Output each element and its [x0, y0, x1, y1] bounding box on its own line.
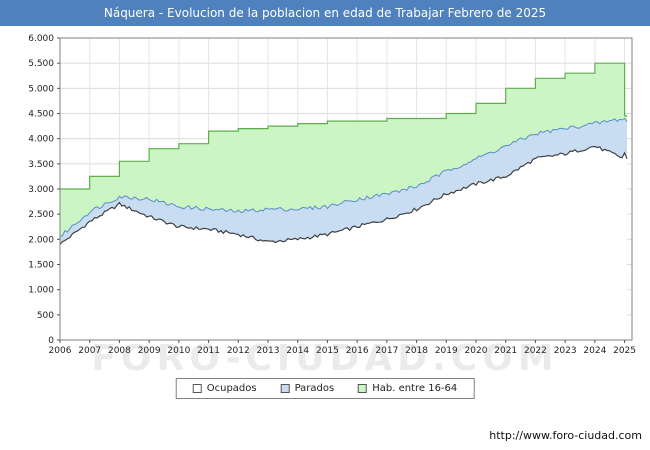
svg-text:2023: 2023: [554, 346, 577, 356]
svg-text:2019: 2019: [435, 346, 458, 356]
svg-text:2024: 2024: [583, 346, 606, 356]
population-area-chart: 0 500 1.000 1.500 2.000 2.500 3.000 3.500 4.000 4…: [28, 34, 636, 356]
svg-text:500: 500: [37, 311, 54, 321]
svg-text:2021: 2021: [494, 346, 517, 356]
svg-text:2014: 2014: [286, 346, 309, 356]
svg-text:2025: 2025: [613, 346, 636, 356]
legend-label-parados: Parados: [294, 383, 335, 394]
chart-legend: Ocupados Parados Hab. entre 16-64: [175, 378, 475, 399]
svg-text:2016: 2016: [346, 346, 369, 356]
svg-text:2017: 2017: [375, 346, 398, 356]
parados-swatch-icon: [280, 384, 290, 393]
svg-text:0: 0: [48, 336, 54, 346]
ocupados-swatch-icon: [192, 384, 202, 393]
svg-text:2022: 2022: [524, 346, 547, 356]
svg-text:5.500: 5.500: [28, 59, 54, 69]
svg-text:2.500: 2.500: [28, 210, 54, 220]
svg-text:2010: 2010: [167, 346, 190, 356]
svg-text:2008: 2008: [108, 346, 131, 356]
svg-text:1.500: 1.500: [28, 261, 54, 271]
svg-text:2.000: 2.000: [28, 235, 54, 245]
svg-text:2018: 2018: [405, 346, 428, 356]
svg-text:2015: 2015: [316, 346, 339, 356]
svg-text:5.000: 5.000: [28, 84, 54, 94]
svg-text:2007: 2007: [78, 346, 101, 356]
svg-text:2009: 2009: [138, 346, 161, 356]
legend-item-parados: Parados: [280, 383, 335, 394]
legend-label-hab-16-64: Hab. entre 16-64: [372, 383, 458, 394]
hab-16-64-swatch-icon: [358, 384, 368, 393]
svg-text:6.000: 6.000: [28, 34, 54, 44]
svg-text:4.000: 4.000: [28, 135, 54, 145]
svg-text:1.000: 1.000: [28, 286, 54, 296]
svg-text:2006: 2006: [49, 346, 72, 356]
svg-text:3.000: 3.000: [28, 185, 54, 195]
chart-title: Náquera - Evolucion de la poblacion en e…: [103, 6, 547, 20]
chart-title-bar: Náquera - Evolucion de la poblacion en e…: [0, 0, 650, 26]
legend-label-ocupados: Ocupados: [206, 383, 257, 394]
legend-item-ocupados: Ocupados: [192, 383, 257, 394]
source-url: http://www.foro-ciudad.com: [489, 429, 642, 442]
svg-text:3.500: 3.500: [28, 160, 54, 170]
svg-text:4.500: 4.500: [28, 110, 54, 120]
svg-text:2020: 2020: [465, 346, 488, 356]
svg-text:2013: 2013: [257, 346, 280, 356]
legend-item-hab-16-64: Hab. entre 16-64: [358, 383, 457, 394]
svg-text:2012: 2012: [227, 346, 250, 356]
svg-text:2011: 2011: [197, 346, 220, 356]
